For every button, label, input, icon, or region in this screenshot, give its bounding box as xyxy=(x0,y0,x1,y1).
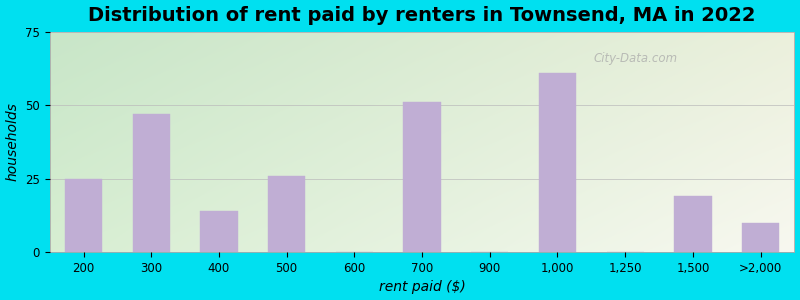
Bar xyxy=(539,73,576,252)
X-axis label: rent paid ($): rent paid ($) xyxy=(378,280,466,294)
Bar xyxy=(403,102,441,252)
Bar xyxy=(133,114,170,252)
Bar xyxy=(674,196,711,252)
Bar xyxy=(65,179,102,252)
Bar xyxy=(268,176,306,252)
Y-axis label: households: households xyxy=(6,103,19,182)
Title: Distribution of rent paid by renters in Townsend, MA in 2022: Distribution of rent paid by renters in … xyxy=(88,6,756,25)
Bar xyxy=(742,223,779,252)
Text: City-Data.com: City-Data.com xyxy=(594,52,678,64)
Bar xyxy=(200,211,238,252)
